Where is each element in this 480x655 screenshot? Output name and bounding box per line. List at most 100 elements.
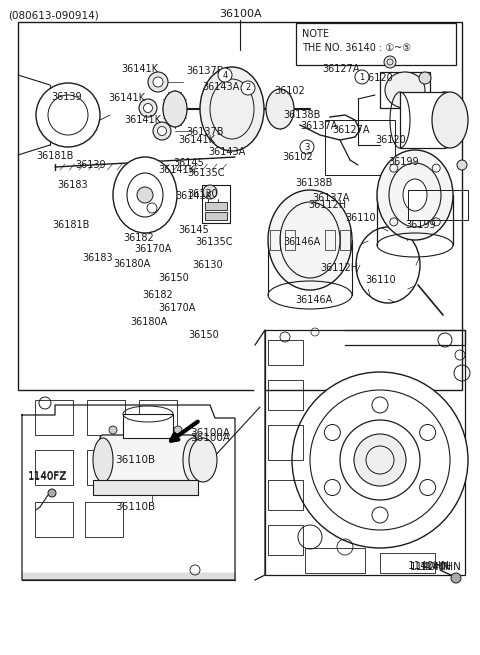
Ellipse shape (189, 438, 217, 482)
Text: 36145: 36145 (178, 225, 209, 235)
Text: 36139: 36139 (51, 92, 82, 102)
Text: 36150: 36150 (158, 273, 189, 283)
Circle shape (144, 103, 153, 113)
Text: 1140HN: 1140HN (420, 562, 462, 572)
Circle shape (420, 424, 436, 441)
Bar (35, 450, 73, 485)
Circle shape (36, 83, 100, 147)
Circle shape (153, 77, 163, 87)
Text: 36135C: 36135C (187, 168, 225, 178)
Bar (85, 502, 123, 537)
Circle shape (157, 126, 167, 136)
Text: 36182: 36182 (123, 233, 154, 242)
Text: 36100A: 36100A (190, 433, 230, 443)
Text: 36150: 36150 (188, 330, 219, 340)
Text: 36137A: 36137A (301, 121, 338, 131)
Text: 36100A: 36100A (190, 428, 230, 438)
Bar (268, 425, 303, 460)
Bar (325, 120, 395, 175)
Text: 36112H: 36112H (309, 200, 347, 210)
Text: 1: 1 (360, 73, 365, 81)
Text: 36138B: 36138B (295, 178, 332, 188)
Text: 36130: 36130 (192, 260, 223, 270)
Text: 36199: 36199 (405, 220, 436, 230)
Polygon shape (255, 330, 265, 580)
Bar (268, 525, 303, 555)
Circle shape (203, 185, 217, 199)
Bar (35, 400, 73, 435)
Ellipse shape (200, 67, 264, 151)
Text: 36127A: 36127A (322, 64, 360, 74)
Ellipse shape (377, 150, 453, 240)
Circle shape (174, 426, 182, 434)
Circle shape (48, 489, 56, 497)
Text: 36143A: 36143A (208, 147, 245, 157)
FancyBboxPatch shape (100, 435, 196, 485)
Text: 1140HN: 1140HN (408, 561, 450, 571)
Text: 36120: 36120 (362, 73, 393, 83)
Bar (296, 23, 456, 65)
Text: 36102: 36102 (282, 152, 313, 162)
Text: 36199: 36199 (389, 157, 419, 166)
Bar (285, 230, 295, 250)
Text: 36145: 36145 (173, 158, 204, 168)
Text: 36181B: 36181B (52, 220, 89, 230)
Bar (380, 553, 435, 573)
Bar (340, 230, 350, 250)
Circle shape (300, 140, 314, 154)
Bar (325, 230, 335, 250)
Circle shape (384, 56, 396, 68)
Text: 2: 2 (245, 83, 251, 92)
Ellipse shape (93, 438, 113, 482)
Circle shape (372, 507, 388, 523)
Bar (408, 190, 468, 220)
Bar (268, 480, 303, 510)
Text: 36183: 36183 (58, 180, 88, 190)
Text: 36100A: 36100A (219, 9, 261, 19)
Text: 36181B: 36181B (36, 151, 74, 161)
Circle shape (419, 72, 431, 84)
Circle shape (148, 72, 168, 92)
Text: 3: 3 (304, 143, 310, 151)
Polygon shape (93, 480, 198, 495)
Bar (87, 400, 125, 435)
Text: 36141K: 36141K (122, 64, 159, 74)
Circle shape (109, 426, 117, 434)
Ellipse shape (266, 89, 294, 129)
Text: THE NO. 36140 : ①~⑤: THE NO. 36140 : ①~⑤ (302, 43, 411, 53)
Bar (139, 400, 177, 435)
Bar (35, 502, 73, 537)
Text: 1140FZ: 1140FZ (28, 472, 67, 482)
Text: 36137B: 36137B (186, 127, 224, 137)
Text: 36127A: 36127A (332, 125, 370, 135)
Bar (268, 340, 303, 365)
Text: 36141K: 36141K (178, 135, 215, 145)
Bar (265, 330, 465, 575)
Bar (270, 230, 280, 250)
Ellipse shape (403, 179, 427, 211)
Text: 36130: 36130 (187, 189, 217, 199)
Bar (18, 22, 462, 390)
Circle shape (324, 479, 340, 495)
Ellipse shape (268, 190, 352, 290)
Text: 36110: 36110 (365, 275, 396, 285)
Ellipse shape (432, 92, 468, 148)
Ellipse shape (113, 157, 177, 233)
Polygon shape (22, 573, 235, 580)
Text: 36137A: 36137A (312, 193, 349, 203)
Ellipse shape (163, 91, 187, 127)
Text: 36139: 36139 (75, 160, 106, 170)
Ellipse shape (385, 72, 425, 108)
Text: 36170A: 36170A (158, 303, 195, 313)
Text: 36182: 36182 (142, 290, 173, 300)
Circle shape (354, 434, 406, 486)
Circle shape (139, 99, 157, 117)
Text: 36180A: 36180A (130, 317, 167, 327)
Ellipse shape (427, 92, 463, 148)
Bar (202, 185, 230, 223)
Text: 1140FZ: 1140FZ (28, 471, 67, 481)
Text: 36180A: 36180A (114, 259, 151, 269)
Circle shape (137, 187, 153, 203)
Text: 36143A: 36143A (203, 82, 240, 92)
Bar (123, 414, 173, 438)
